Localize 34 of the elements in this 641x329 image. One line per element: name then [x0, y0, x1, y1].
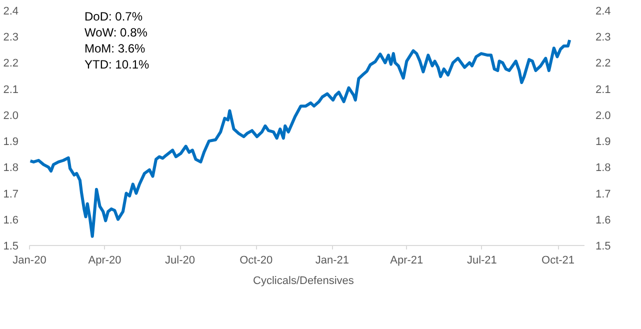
- y-tick-label: 2.0: [3, 110, 19, 122]
- y2-tick-label: 1.6: [596, 214, 611, 226]
- annotation: YTD: 10.1%: [84, 58, 150, 72]
- line-series: [30, 38, 572, 238]
- y-tick-label: 2.4: [3, 6, 19, 18]
- annotation: DoD: 0.7%: [84, 10, 143, 24]
- y-tick-label: 2.1: [3, 84, 19, 96]
- x-tick-label: Jul-20: [165, 254, 196, 266]
- y2-tick-label: 1.9: [596, 136, 611, 148]
- y-tick-label: 2.3: [3, 32, 19, 44]
- x-tick-label: Jul-21: [466, 254, 497, 266]
- x-tick-label: Oct-21: [542, 254, 575, 266]
- y2-tick-label: 2.1: [596, 84, 611, 96]
- x-tick-label: Jan-20: [12, 254, 46, 266]
- y2-tick-label: 2.2: [596, 58, 611, 70]
- y-tick-label: 1.9: [3, 136, 19, 148]
- x-tick-label: Apr-20: [88, 254, 122, 266]
- x-tick-label: Jan-21: [315, 254, 350, 266]
- y2-tick-label: 2.3: [596, 32, 611, 44]
- y-tick-label: 1.7: [3, 188, 19, 200]
- y-tick-label: 1.5: [3, 240, 19, 252]
- y2-tick-label: 2.4: [596, 6, 611, 18]
- annotation: MoM: 3.6%: [84, 42, 146, 56]
- x-tick-label: Apr-21: [390, 254, 424, 266]
- y-tick-label: 2.2: [3, 58, 19, 70]
- text: Cyclicals/Defensives: [253, 275, 354, 287]
- y2-tick-label: 1.7: [596, 188, 611, 200]
- y-tick-label: 1.8: [3, 162, 19, 174]
- x-tick-label: Oct-20: [240, 254, 273, 266]
- y2-tick-label: 1.8: [596, 162, 611, 174]
- y2-tick-label: 2.0: [596, 110, 611, 122]
- annotation: WoW: 0.8%: [84, 26, 148, 40]
- y2-tick-label: 1.5: [596, 240, 611, 252]
- y-tick-label: 1.6: [3, 214, 19, 226]
